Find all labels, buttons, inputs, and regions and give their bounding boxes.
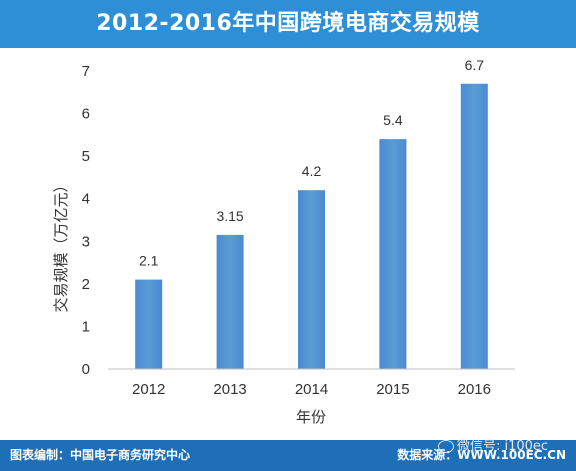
y-tick-label: 2 — [82, 276, 90, 293]
x-axis: 2012 2013 2014 2015 2016 — [108, 368, 515, 398]
watermark: 微信号: i100ec — [438, 437, 548, 457]
x-tick-label: 2012 — [132, 381, 165, 398]
footer-bar: 图表编制：中国电子商务研究中心 数据来源：WWW.100EC.CN — [0, 440, 576, 471]
wechat-icon — [438, 440, 454, 453]
y-tick-label: 5 — [82, 148, 90, 165]
bar-2012 — [135, 279, 163, 369]
footer-data-source: 数据来源：WWW.100EC.CN — [397, 448, 566, 462]
data-label: 4.2 — [302, 163, 322, 179]
y-axis-label: 交易规模（万亿元） — [52, 177, 70, 312]
x-tick-label: 2015 — [376, 381, 409, 398]
y-axis: 0 1 2 3 4 5 6 7 — [82, 63, 90, 378]
footer-source-credit: 图表编制：中国电子商务研究中心 — [10, 448, 191, 462]
y-tick-label: 6 — [82, 106, 90, 123]
x-axis-label: 年份 — [296, 409, 326, 426]
watermark-text: 微信号: i100ec — [457, 439, 549, 454]
data-label: 5.4 — [383, 112, 403, 128]
y-tick-label: 1 — [82, 318, 90, 335]
y-tick-label: 0 — [82, 361, 90, 378]
title-bar: 2012-2016年中国跨境电商交易规模 — [0, 0, 576, 48]
bar-2013 — [216, 234, 244, 369]
bar-2015 — [379, 139, 407, 369]
chart-title: 2012-2016年中国跨境电商交易规模 — [96, 11, 480, 36]
bar-2014 — [298, 190, 325, 369]
data-label: 6.7 — [465, 57, 485, 73]
x-tick-label: 2014 — [295, 381, 328, 398]
bar-2016 — [460, 83, 488, 369]
y-tick-label: 4 — [82, 191, 90, 208]
x-tick-label: 2013 — [213, 381, 246, 398]
data-label: 2.1 — [139, 253, 159, 269]
x-tick-label: 2016 — [458, 381, 491, 398]
y-tick-label: 3 — [82, 233, 90, 250]
y-tick-label: 7 — [82, 63, 90, 80]
data-label: 3.15 — [216, 208, 243, 224]
bars: 2.1 3.15 4.2 5.4 6.7 — [135, 57, 488, 369]
